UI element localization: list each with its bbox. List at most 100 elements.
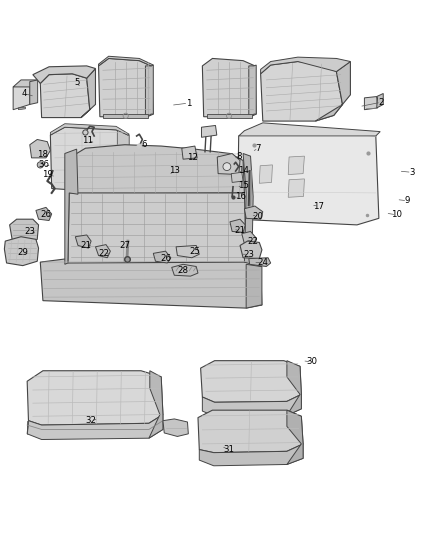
- Polygon shape: [198, 410, 303, 453]
- Polygon shape: [30, 80, 38, 104]
- Text: 21: 21: [80, 241, 91, 250]
- Circle shape: [223, 163, 231, 171]
- Text: 29: 29: [18, 248, 28, 257]
- Polygon shape: [217, 154, 240, 174]
- Polygon shape: [201, 361, 301, 402]
- Polygon shape: [199, 444, 303, 466]
- Text: 16: 16: [234, 192, 246, 201]
- Polygon shape: [246, 264, 262, 308]
- Polygon shape: [207, 114, 252, 118]
- Polygon shape: [202, 394, 301, 416]
- Circle shape: [137, 144, 141, 148]
- Polygon shape: [99, 56, 153, 66]
- Text: 30: 30: [306, 358, 318, 367]
- Text: 26: 26: [160, 254, 171, 263]
- Polygon shape: [13, 82, 30, 110]
- Polygon shape: [240, 241, 262, 259]
- Polygon shape: [50, 124, 129, 135]
- Polygon shape: [237, 127, 379, 225]
- Polygon shape: [259, 165, 272, 183]
- Text: 5: 5: [74, 78, 79, 87]
- Circle shape: [83, 130, 88, 135]
- Polygon shape: [4, 237, 39, 265]
- Text: 7: 7: [256, 144, 261, 153]
- Polygon shape: [117, 130, 129, 193]
- Text: 15: 15: [237, 181, 249, 190]
- Polygon shape: [27, 371, 163, 425]
- Polygon shape: [201, 125, 217, 138]
- Text: 24: 24: [257, 259, 268, 268]
- Polygon shape: [145, 65, 153, 118]
- Polygon shape: [65, 149, 78, 264]
- Polygon shape: [30, 140, 50, 158]
- Text: 11: 11: [82, 136, 93, 145]
- Polygon shape: [377, 93, 383, 108]
- Text: 17: 17: [313, 201, 325, 211]
- Polygon shape: [36, 207, 52, 221]
- Text: 32: 32: [85, 416, 97, 425]
- Polygon shape: [261, 57, 350, 74]
- Polygon shape: [81, 69, 95, 118]
- Polygon shape: [249, 65, 256, 118]
- Text: 28: 28: [177, 266, 189, 276]
- Circle shape: [230, 165, 234, 169]
- Text: 26: 26: [40, 211, 52, 219]
- Text: 21: 21: [234, 226, 246, 235]
- Polygon shape: [33, 66, 95, 84]
- Text: 4: 4: [21, 89, 27, 98]
- Text: 8: 8: [236, 151, 241, 160]
- Text: 22: 22: [99, 249, 110, 258]
- Text: 19: 19: [42, 170, 53, 179]
- Text: 10: 10: [391, 211, 402, 219]
- Polygon shape: [364, 96, 378, 110]
- Polygon shape: [18, 107, 25, 110]
- Polygon shape: [149, 371, 163, 438]
- Polygon shape: [50, 127, 129, 193]
- Polygon shape: [242, 231, 256, 246]
- Text: 25: 25: [189, 247, 201, 256]
- Polygon shape: [172, 264, 198, 276]
- Polygon shape: [103, 114, 148, 118]
- Text: 23: 23: [243, 250, 254, 259]
- Polygon shape: [163, 419, 188, 437]
- Polygon shape: [10, 219, 39, 244]
- Polygon shape: [239, 123, 380, 136]
- Polygon shape: [202, 59, 256, 118]
- Text: 14: 14: [237, 166, 249, 175]
- Text: 18: 18: [37, 150, 49, 159]
- Polygon shape: [95, 245, 110, 258]
- Polygon shape: [27, 421, 28, 434]
- Polygon shape: [287, 410, 303, 464]
- Polygon shape: [231, 172, 243, 182]
- Polygon shape: [13, 80, 38, 87]
- Text: 2: 2: [378, 98, 384, 107]
- Polygon shape: [230, 219, 245, 232]
- Polygon shape: [243, 154, 253, 264]
- Polygon shape: [40, 74, 90, 118]
- Text: 36: 36: [38, 160, 49, 169]
- Polygon shape: [72, 145, 244, 194]
- Text: 3: 3: [409, 168, 414, 177]
- Polygon shape: [176, 246, 199, 258]
- Polygon shape: [288, 179, 304, 197]
- Polygon shape: [68, 193, 246, 263]
- Text: 20: 20: [252, 212, 263, 221]
- Text: 1: 1: [186, 99, 191, 108]
- Polygon shape: [40, 259, 262, 308]
- Polygon shape: [153, 251, 171, 263]
- Text: 6: 6: [142, 140, 147, 149]
- Polygon shape: [75, 235, 91, 248]
- Polygon shape: [182, 146, 197, 159]
- Text: 23: 23: [24, 227, 35, 236]
- Text: 12: 12: [187, 152, 198, 161]
- Polygon shape: [261, 61, 343, 121]
- Polygon shape: [288, 156, 304, 174]
- Polygon shape: [244, 206, 263, 219]
- Text: 13: 13: [169, 166, 180, 175]
- Polygon shape: [287, 361, 301, 415]
- Polygon shape: [249, 258, 271, 266]
- Polygon shape: [315, 61, 350, 121]
- Text: 27: 27: [119, 241, 131, 250]
- Text: 22: 22: [247, 237, 259, 246]
- Text: 31: 31: [223, 445, 234, 454]
